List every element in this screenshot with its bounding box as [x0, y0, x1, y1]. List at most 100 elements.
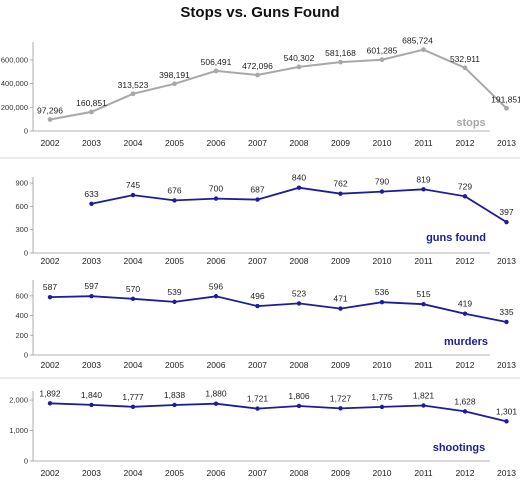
x-tick-label: 2012: [456, 468, 475, 478]
data-point: [296, 403, 302, 409]
data-label: 472,096: [242, 61, 273, 71]
series-line: [91, 186, 507, 223]
x-tick-label: 2009: [331, 360, 350, 370]
data-label: 1,775: [371, 392, 393, 402]
data-label: 700: [209, 184, 223, 194]
data-label: 570: [126, 284, 140, 294]
series-label: stops: [456, 117, 485, 129]
x-tick-label: 2004: [124, 256, 143, 266]
data-label: 1,777: [122, 392, 144, 402]
data-label: 819: [416, 174, 430, 184]
data-point: [504, 105, 509, 111]
data-label: 581,168: [325, 48, 356, 58]
x-tick-label: 2005: [165, 360, 184, 370]
data-label: 1,840: [81, 390, 103, 400]
data-point: [296, 185, 302, 190]
x-tick-label: 2010: [373, 138, 392, 148]
y-tick-label: 600: [15, 291, 28, 300]
y-tick-label: 400: [15, 311, 28, 320]
data-point: [130, 91, 136, 97]
data-label: 398,191: [159, 70, 190, 80]
y-tick-label: 200,000: [1, 103, 28, 112]
x-tick-label: 2005: [165, 256, 184, 266]
x-tick-label: 2003: [82, 256, 101, 266]
x-tick-label: 2013: [497, 468, 516, 478]
data-point: [47, 117, 53, 122]
data-point: [338, 406, 343, 411]
x-tick-label: 2006: [207, 256, 226, 266]
x-tick-label: 2007: [248, 360, 267, 370]
x-tick-label: 2011: [414, 468, 433, 478]
x-tick-label: 2004: [124, 360, 143, 370]
data-point: [296, 64, 302, 70]
series-label: murders: [444, 336, 488, 348]
data-point: [338, 191, 343, 196]
data-label: 633: [84, 189, 98, 199]
series-line: [49, 295, 507, 323]
x-tick-label: 2003: [82, 360, 101, 370]
data-point: [213, 196, 219, 201]
data-point: [172, 299, 177, 305]
y-tick-label: 1,000: [9, 426, 28, 435]
data-point: [421, 403, 426, 408]
series-line: [49, 48, 508, 121]
data-label: 335: [499, 307, 513, 317]
data-label: 1,806: [288, 391, 310, 401]
data-label: 1,628: [454, 396, 476, 406]
y-tick-label: 300: [15, 225, 28, 234]
data-label: 790: [375, 177, 389, 187]
data-label: 191,851: [491, 94, 520, 104]
x-tick-label: 2009: [331, 138, 350, 148]
data-point: [462, 409, 468, 414]
data-point: [89, 109, 94, 115]
data-label: 596: [209, 281, 223, 291]
x-tick-label: 2011: [414, 256, 433, 266]
data-label: 762: [333, 179, 347, 189]
data-label: 515: [416, 289, 430, 299]
data-point: [504, 319, 509, 325]
data-label: 536: [375, 287, 389, 297]
data-point: [130, 404, 136, 410]
x-tick-label: 2002: [41, 468, 60, 478]
series-label: shootings: [433, 442, 486, 454]
data-point: [172, 402, 177, 408]
data-label: 532,911: [450, 54, 480, 64]
data-label: 540,302: [284, 53, 315, 63]
data-point: [130, 192, 136, 198]
x-tick-label: 2006: [207, 138, 226, 148]
data-label: 97,296: [37, 105, 63, 115]
data-label: 1,821: [413, 391, 435, 401]
data-label: 523: [292, 288, 306, 298]
x-tick-label: 2011: [414, 360, 433, 370]
data-label: 601,285: [367, 46, 398, 56]
data-label: 745: [126, 180, 140, 190]
x-tick-label: 2013: [497, 360, 516, 370]
data-label: 1,727: [330, 393, 352, 403]
data-point: [338, 59, 343, 65]
x-tick-label: 2007: [248, 256, 267, 266]
x-tick-label: 2012: [456, 138, 475, 148]
data-label: 587: [43, 282, 57, 292]
data-point: [338, 306, 343, 311]
data-label: 840: [292, 173, 306, 183]
data-label: 1,880: [205, 389, 227, 399]
data-point: [462, 311, 468, 316]
chart-title: Stops vs. Guns Found: [180, 4, 340, 21]
x-tick-label: 2007: [248, 468, 267, 478]
x-tick-label: 2004: [124, 468, 143, 478]
x-tick-label: 2012: [456, 256, 475, 266]
data-point: [213, 68, 219, 74]
x-tick-label: 2009: [331, 468, 350, 478]
data-point: [504, 219, 509, 225]
x-tick-label: 2006: [207, 468, 226, 478]
x-tick-label: 2010: [373, 468, 392, 478]
y-tick-label: 400,000: [1, 79, 28, 88]
data-label: 539: [167, 287, 181, 297]
data-label: 685,724: [402, 36, 433, 46]
data-label: 397: [499, 207, 513, 217]
x-tick-label: 2010: [373, 360, 392, 370]
x-tick-label: 2009: [331, 256, 350, 266]
y-tick-label: 0: [24, 249, 28, 258]
data-point: [504, 419, 509, 424]
y-tick-label: 0: [24, 351, 28, 360]
